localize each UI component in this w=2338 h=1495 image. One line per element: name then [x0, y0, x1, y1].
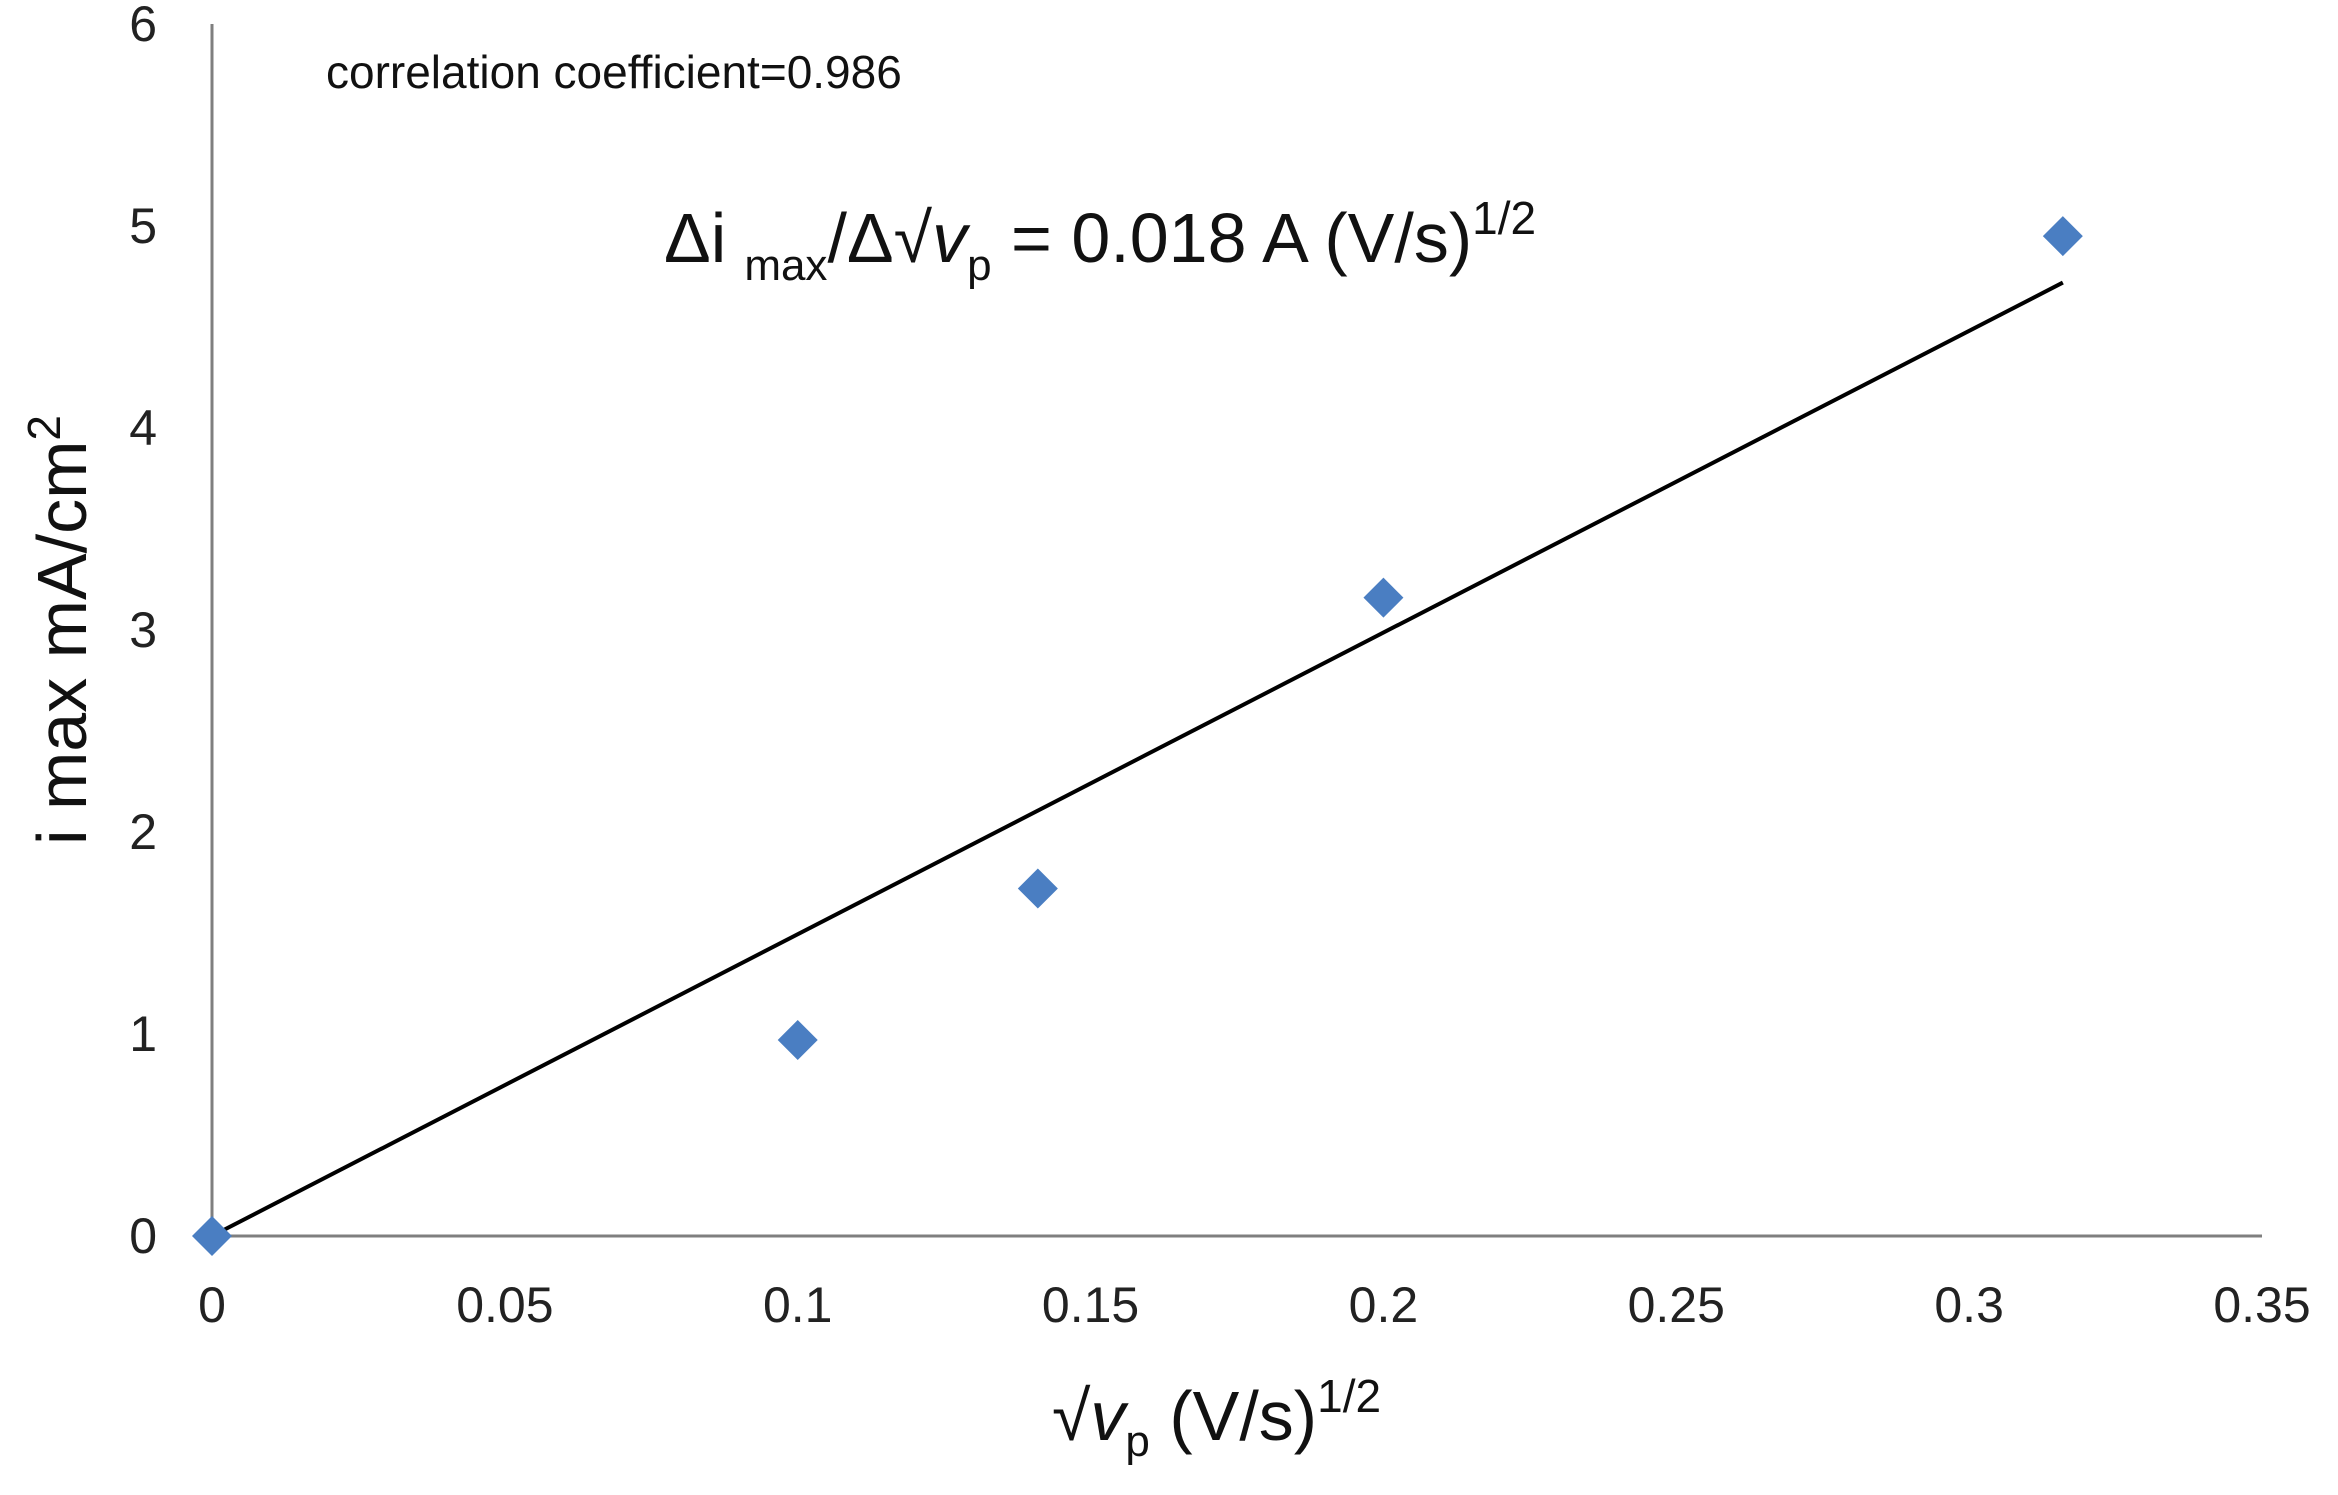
data-point-diamond [192, 1216, 232, 1256]
data-point-diamond [1017, 868, 1058, 909]
trendline [211, 280, 2064, 1238]
x-tick-label: 0.1 [763, 1277, 833, 1333]
slope-equation: Δi max/Δ√vp = 0.018 A (V/s)1/2 [664, 192, 1536, 290]
y-tick-label: 4 [129, 400, 157, 456]
y-tick-label: 1 [129, 1006, 157, 1062]
x-tick-label: 0 [198, 1277, 226, 1333]
eq-p-subscript: p [967, 241, 991, 290]
eq-nu-symbol: v [932, 199, 971, 277]
y-tick-label: 3 [129, 602, 157, 658]
y-tick-label: 5 [129, 198, 157, 254]
x-tick-label: 0.35 [2213, 1277, 2310, 1333]
y-tick-labels: 0 1 2 3 4 5 6 [129, 0, 157, 1264]
x-tick-label: 0.25 [1628, 1277, 1725, 1333]
x-title-root: √ [1052, 1377, 1091, 1455]
data-point-diamond [777, 1020, 818, 1061]
y-title-exponent: 2 [18, 415, 70, 441]
x-title-exponent: 1/2 [1317, 1370, 1381, 1422]
y-title-text: i max mA/cm [23, 441, 101, 845]
x-axis-title: √vp (V/s)1/2 [1052, 1370, 1381, 1466]
y-axis-title: i max mA/cm2 [18, 415, 101, 845]
x-tick-label: 0.2 [1349, 1277, 1419, 1333]
eq-rest: = 0.018 A (V/s) [992, 199, 1473, 277]
eq-root-symbol: √ [894, 199, 933, 277]
y-tick-label: 2 [129, 804, 157, 860]
data-point-diamond [2042, 216, 2083, 257]
x-title-units: (V/s) [1150, 1377, 1317, 1455]
x-title-p-subscript: p [1125, 1417, 1149, 1466]
y-tick-label: 0 [129, 1208, 157, 1264]
eq-delta-i: Δi [664, 199, 726, 277]
y-tick-label: 6 [129, 0, 157, 52]
eq-exponent: 1/2 [1472, 192, 1536, 244]
x-title-nu: v [1090, 1377, 1129, 1455]
x-tick-labels: 0 0.05 0.1 0.15 0.2 0.25 0.3 0.35 [198, 1277, 2311, 1333]
correlation-coefficient-label: correlation coefficient=0.986 [326, 46, 902, 98]
x-tick-label: 0.05 [456, 1277, 553, 1333]
eq-slash-delta: /Δ [827, 199, 893, 277]
eq-max-subscript: max [744, 241, 827, 290]
data-points [192, 216, 2083, 1256]
x-tick-label: 0.3 [1934, 1277, 2004, 1333]
x-tick-label: 0.15 [1042, 1277, 1139, 1333]
data-point-diamond [1363, 577, 1404, 618]
